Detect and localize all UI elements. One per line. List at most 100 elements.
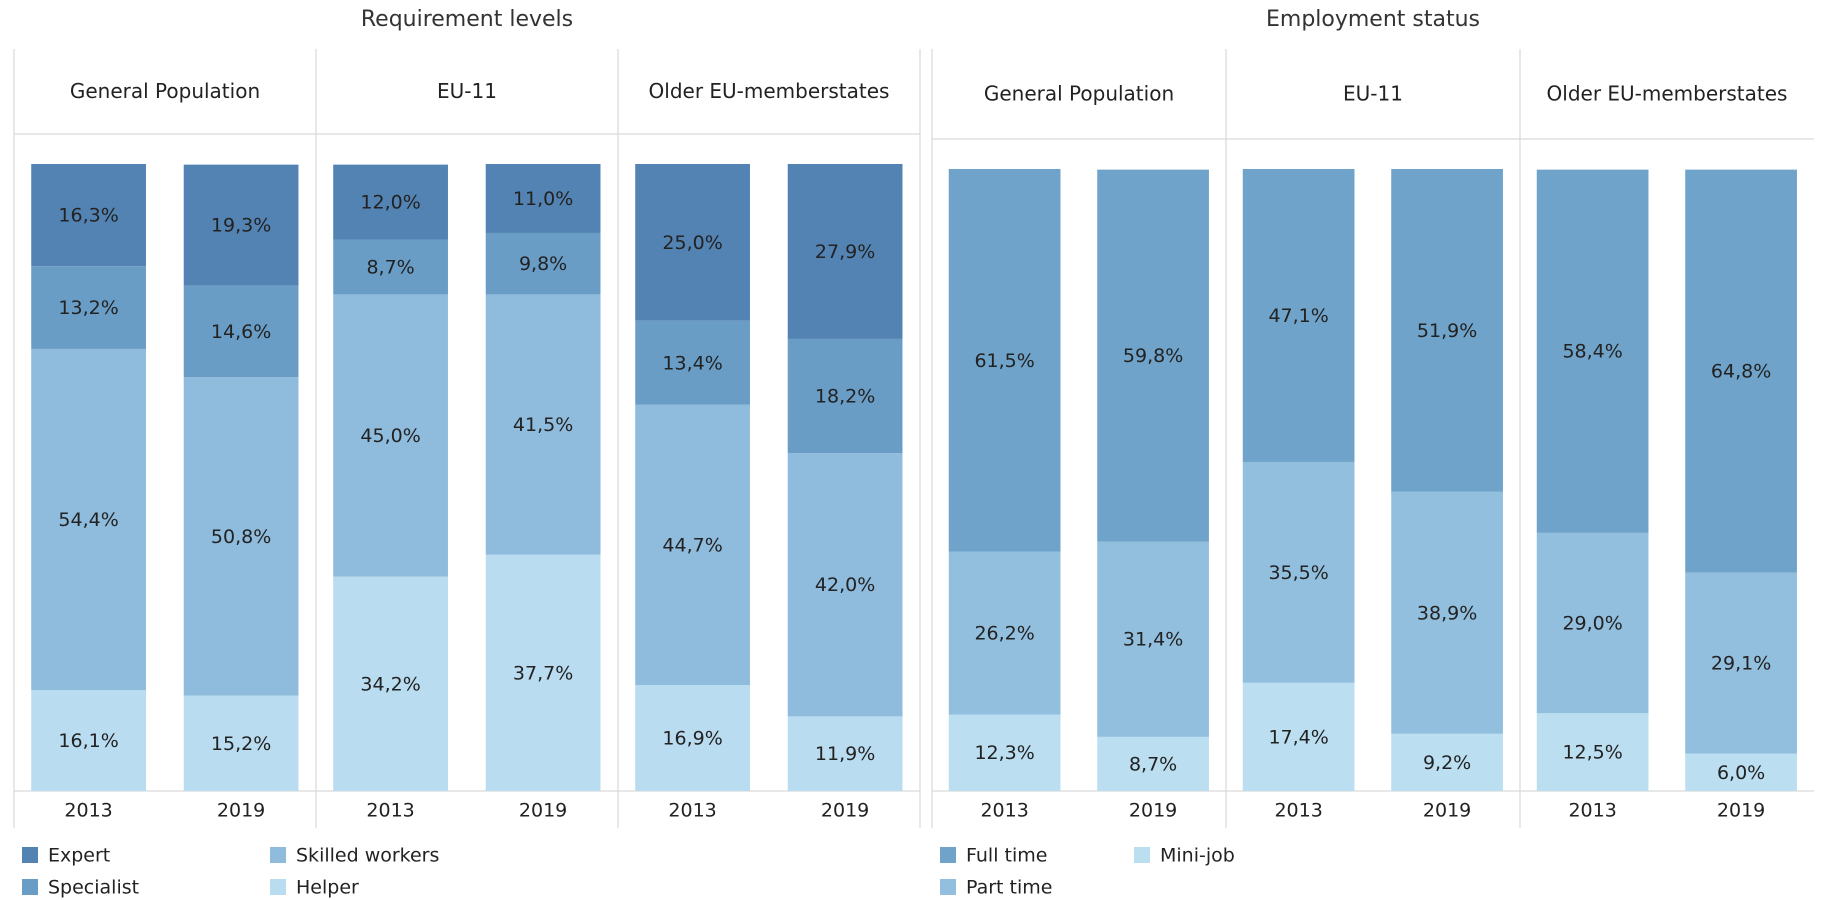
bar-segment (1536, 532, 1649, 714)
x-tick-label: 2013 (366, 800, 414, 822)
x-tick-label: 2013 (64, 800, 112, 822)
bar-segment (787, 338, 903, 454)
group-label: Older EU-memberstates (649, 79, 890, 103)
data-label: 16,1% (58, 730, 118, 752)
bar-segment (635, 404, 750, 686)
x-tick-label: 2013 (1274, 800, 1322, 822)
legend-label: Full time (966, 845, 1047, 867)
bar-segment (183, 164, 299, 286)
bar-segment (1097, 169, 1209, 542)
x-tick-label: 2019 (1423, 800, 1471, 822)
bar-segment (787, 453, 903, 717)
bar-segment (948, 551, 1061, 715)
data-label: 11,0% (513, 188, 573, 210)
data-label: 27,9% (815, 241, 875, 263)
data-label: 14,6% (211, 321, 271, 343)
legend-swatch (22, 879, 38, 895)
bar-segment (635, 320, 750, 405)
bar-segment (1242, 461, 1355, 683)
data-label: 58,4% (1562, 341, 1622, 363)
legend-swatch (940, 847, 956, 863)
bar-segment (1097, 736, 1209, 791)
legend-label: Expert (48, 845, 110, 867)
data-label: 54,4% (58, 509, 118, 531)
bar-segment (333, 294, 448, 577)
data-label: 12,5% (1562, 742, 1622, 764)
data-label: 31,4% (1123, 629, 1183, 651)
bar-segment (1685, 753, 1797, 791)
legend-label: Skilled workers (296, 845, 439, 867)
data-label: 61,5% (974, 350, 1034, 372)
bar-segment (183, 285, 299, 378)
legend-swatch (1134, 847, 1150, 863)
data-label: 41,5% (513, 414, 573, 436)
data-label: 15,2% (211, 733, 271, 755)
data-label: 12,0% (360, 192, 420, 214)
data-label: 44,7% (662, 534, 722, 556)
x-tick-label: 2013 (1568, 800, 1616, 822)
data-label: 9,8% (519, 253, 567, 275)
bar-segment (183, 377, 299, 696)
data-label: 29,1% (1711, 653, 1771, 675)
bar-segment (183, 695, 299, 791)
data-label: 64,8% (1711, 361, 1771, 383)
legend-label: Part time (966, 877, 1052, 899)
bar-segment (1391, 733, 1503, 791)
bar-segment (485, 554, 601, 791)
bar-segment (948, 169, 1061, 552)
data-label: 18,2% (815, 385, 875, 407)
bar-segment (1242, 169, 1355, 462)
data-label: 6,0% (1717, 762, 1765, 784)
x-tick-label: 2013 (980, 800, 1028, 822)
data-label: 29,0% (1562, 613, 1622, 635)
chart-title: Requirement levels (361, 7, 573, 32)
bar-segment (1536, 169, 1649, 533)
data-label: 8,7% (366, 257, 414, 279)
group-label: General Population (70, 79, 260, 103)
data-label: 19,3% (211, 215, 271, 237)
legend-swatch (270, 879, 286, 895)
bar-segment (635, 685, 750, 791)
data-label: 16,3% (58, 205, 118, 227)
x-tick-label: 2019 (821, 800, 869, 822)
data-label: 45,0% (360, 425, 420, 447)
bar-segment (31, 348, 146, 691)
bar-segment (787, 164, 903, 339)
bar-segment (31, 266, 146, 349)
bar-segment (485, 164, 601, 233)
chart-title: Employment status (1266, 7, 1480, 32)
data-label: 12,3% (974, 742, 1034, 764)
bar-segment (1685, 169, 1797, 573)
data-label: 50,8% (211, 526, 271, 548)
data-label: 8,7% (1129, 753, 1177, 775)
bar-segment (1391, 169, 1503, 492)
data-label: 25,0% (662, 232, 722, 254)
legend-label: Mini-job (1160, 845, 1235, 867)
bar-segment (948, 714, 1061, 791)
group-label: EU-11 (1343, 82, 1403, 106)
legend-swatch (270, 847, 286, 863)
data-label: 26,2% (974, 623, 1034, 645)
bar-segment (31, 164, 146, 267)
group-label: Older EU-memberstates (1547, 82, 1788, 106)
bar-segment (1685, 572, 1797, 754)
bar-segment (1242, 682, 1355, 791)
group-label: EU-11 (437, 79, 497, 103)
legend-swatch (22, 847, 38, 863)
data-label: 16,9% (662, 728, 722, 750)
x-tick-label: 2013 (668, 800, 716, 822)
x-tick-label: 2019 (1717, 800, 1765, 822)
x-tick-label: 2019 (1129, 800, 1177, 822)
bar-segment (485, 294, 601, 555)
data-label: 51,9% (1417, 320, 1477, 342)
bar-segment (333, 576, 448, 791)
data-label: 17,4% (1268, 726, 1328, 748)
legend-swatch (940, 879, 956, 895)
data-label: 9,2% (1423, 752, 1471, 774)
bar-segment (635, 164, 750, 321)
data-label: 59,8% (1123, 345, 1183, 367)
data-label: 47,1% (1268, 305, 1328, 327)
data-label: 13,2% (58, 297, 118, 319)
data-label: 37,7% (513, 662, 573, 684)
bar-segment (333, 239, 448, 295)
